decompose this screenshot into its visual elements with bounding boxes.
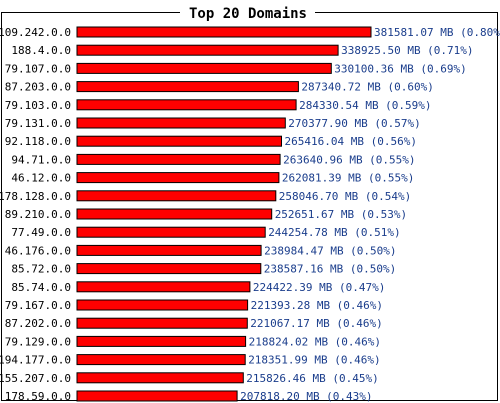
value-label: 381581.07 MB (0.80%) (374, 26, 500, 39)
bar (76, 117, 286, 129)
category-label: 194.177.0.0 (0, 354, 71, 367)
category-label: 109.242.0.0 (0, 26, 71, 39)
chart-title: Top 20 Domains (189, 6, 307, 22)
bar (76, 299, 249, 311)
value-label: 221067.17 MB (0.46%) (250, 317, 382, 330)
value-label: 330100.36 MB (0.69%) (334, 62, 466, 75)
value-label: 258046.70 MB (0.54%) (279, 190, 411, 203)
category-label: 188.4.0.0 (11, 44, 71, 57)
value-label: 238587.16 MB (0.50%) (264, 263, 396, 276)
category-label: 79.131.0.0 (5, 117, 71, 130)
chart-title-background (180, 4, 315, 22)
bar (76, 99, 297, 111)
bar (76, 26, 372, 38)
value-label: 244254.78 MB (0.51%) (268, 226, 400, 239)
bar (76, 44, 339, 56)
bar (76, 153, 281, 165)
bar (76, 135, 282, 147)
value-label: 262081.39 MB (0.55%) (282, 172, 414, 185)
bar (76, 317, 248, 329)
bar (76, 208, 273, 220)
bar (76, 354, 246, 366)
bar (76, 81, 299, 93)
category-label: 79.167.0.0 (5, 299, 71, 312)
category-label: 79.129.0.0 (5, 335, 71, 348)
value-label: 338925.50 MB (0.71%) (341, 44, 473, 57)
bar (76, 190, 277, 202)
category-label: 85.72.0.0 (11, 263, 71, 276)
bar (76, 226, 266, 238)
value-label: 263640.96 MB (0.55%) (283, 153, 415, 166)
value-label: 284330.54 MB (0.59%) (299, 99, 431, 112)
bar-rows: 109.242.0.0 381581.07 MB (0.80%) 188.4.0.0… (0, 26, 500, 403)
category-label: 89.210.0.0 (5, 208, 71, 221)
value-label: 224422.39 MB (0.47%) (253, 281, 385, 294)
value-label: 238984.47 MB (0.50%) (264, 244, 396, 257)
category-label: 178.59.0.0 (5, 390, 71, 403)
category-label: 92.118.0.0 (5, 135, 71, 148)
value-label: 270377.90 MB (0.57%) (288, 117, 420, 130)
value-label: 252651.67 MB (0.53%) (275, 208, 407, 221)
bar (76, 390, 238, 402)
category-label: 178.128.0.0 (0, 190, 71, 203)
value-label: 218351.99 MB (0.46%) (248, 354, 380, 367)
bar (76, 281, 251, 293)
category-label: 46.12.0.0 (11, 172, 71, 185)
category-label: 79.103.0.0 (5, 99, 71, 112)
bar (76, 172, 280, 184)
category-label: 87.202.0.0 (5, 317, 71, 330)
category-label: 155.207.0.0 (0, 372, 71, 385)
bar (76, 335, 247, 347)
value-label: 221393.28 MB (0.46%) (251, 299, 383, 312)
bar (76, 244, 262, 256)
category-label: 46.176.0.0 (5, 244, 71, 257)
value-label: 265416.04 MB (0.56%) (285, 135, 417, 148)
category-label: 77.49.0.0 (11, 226, 71, 239)
value-label: 215826.46 MB (0.45%) (246, 372, 378, 385)
bar (76, 372, 244, 384)
category-label: 87.203.0.0 (5, 81, 71, 94)
value-label: 207818.20 MB (0.43%) (240, 390, 372, 403)
value-label: 218824.02 MB (0.46%) (249, 335, 381, 348)
category-label: 85.74.0.0 (11, 281, 71, 294)
category-label: 94.71.0.0 (11, 153, 71, 166)
value-label: 287340.72 MB (0.60%) (301, 81, 433, 94)
bar (76, 263, 262, 275)
category-label: 79.107.0.0 (5, 62, 71, 75)
bar (76, 62, 332, 74)
